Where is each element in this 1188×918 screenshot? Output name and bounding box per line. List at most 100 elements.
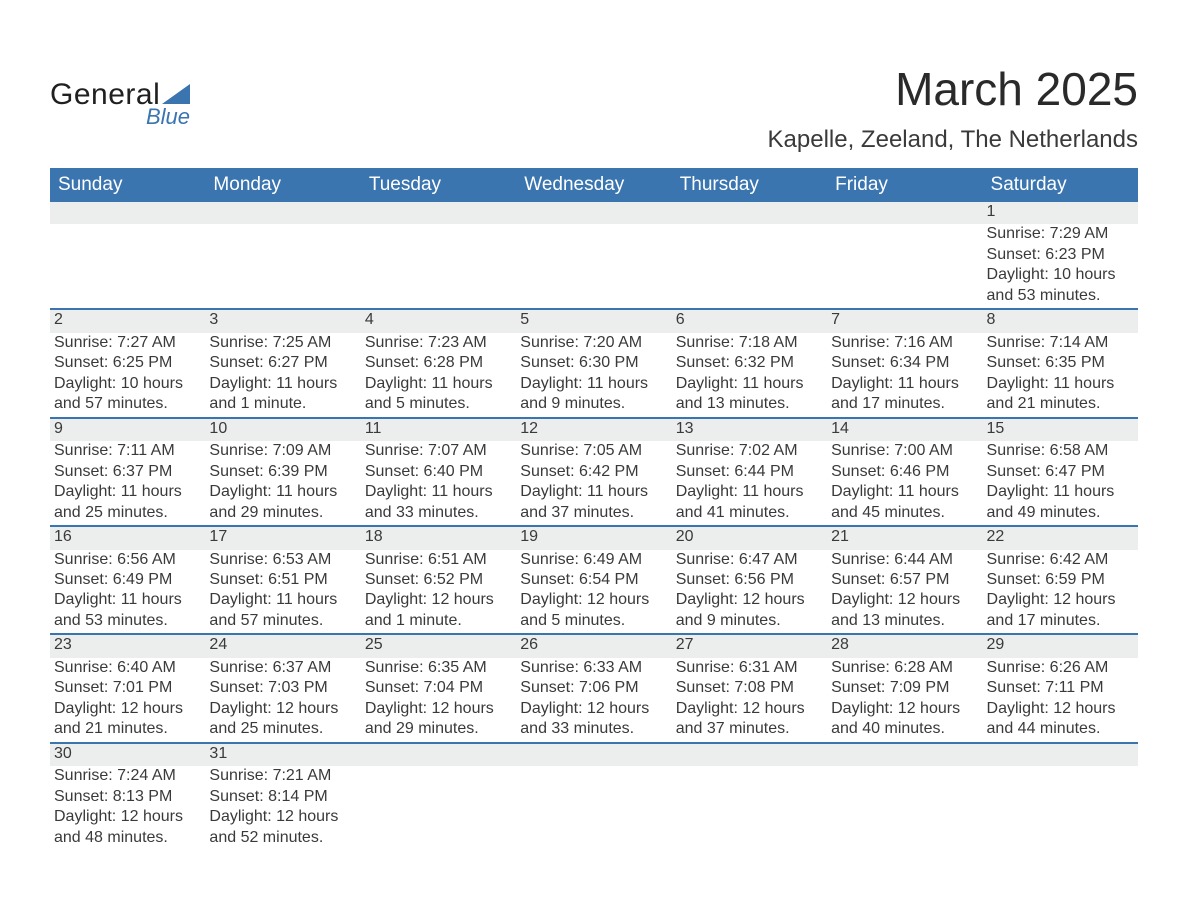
daylight-text: Daylight: 11 hours	[987, 374, 1134, 394]
day-number-row: 9101112131415	[50, 418, 1138, 441]
sunset-text: Sunset: 6:34 PM	[831, 353, 978, 373]
sunset-text: Sunset: 7:01 PM	[54, 678, 201, 698]
sunrise-text: Sunrise: 7:18 AM	[676, 333, 823, 353]
day-number: 20	[672, 526, 827, 549]
day-number-row: 3031	[50, 743, 1138, 766]
daylight-text: and 13 minutes.	[676, 394, 823, 414]
sunset-text: Sunset: 6:30 PM	[520, 353, 667, 373]
sunset-text: Sunset: 6:54 PM	[520, 570, 667, 590]
weekday-header: Thursday	[672, 168, 827, 202]
day-number: 18	[361, 526, 516, 549]
day-details: Sunrise: 7:18 AMSunset: 6:32 PMDaylight:…	[672, 333, 827, 418]
day-details-row: Sunrise: 7:29 AMSunset: 6:23 PMDaylight:…	[50, 224, 1138, 309]
daylight-text: and 33 minutes.	[365, 503, 512, 523]
day-details: Sunrise: 6:42 AMSunset: 6:59 PMDaylight:…	[983, 550, 1138, 635]
sunrise-text: Sunrise: 7:05 AM	[520, 441, 667, 461]
daylight-text: Daylight: 11 hours	[54, 590, 201, 610]
day-number: 12	[516, 418, 671, 441]
day-details: Sunrise: 7:11 AMSunset: 6:37 PMDaylight:…	[50, 441, 205, 526]
weekday-header: Friday	[827, 168, 982, 202]
sunrise-text: Sunrise: 6:47 AM	[676, 550, 823, 570]
day-details: Sunrise: 7:09 AMSunset: 6:39 PMDaylight:…	[205, 441, 360, 526]
day-details: Sunrise: 7:20 AMSunset: 6:30 PMDaylight:…	[516, 333, 671, 418]
sunset-text: Sunset: 7:04 PM	[365, 678, 512, 698]
daylight-text: and 48 minutes.	[54, 828, 201, 848]
weekday-header: Wednesday	[516, 168, 671, 202]
daylight-text: and 44 minutes.	[987, 719, 1134, 739]
sunset-text: Sunset: 6:46 PM	[831, 462, 978, 482]
daylight-text: Daylight: 10 hours	[987, 265, 1134, 285]
daylight-text: and 37 minutes.	[676, 719, 823, 739]
day-number	[827, 202, 982, 224]
day-details: Sunrise: 7:07 AMSunset: 6:40 PMDaylight:…	[361, 441, 516, 526]
daylight-text: Daylight: 12 hours	[209, 807, 356, 827]
day-details	[983, 766, 1138, 850]
sunset-text: Sunset: 6:32 PM	[676, 353, 823, 373]
daylight-text: Daylight: 12 hours	[365, 590, 512, 610]
day-number: 26	[516, 634, 671, 657]
daylight-text: and 49 minutes.	[987, 503, 1134, 523]
day-details: Sunrise: 6:47 AMSunset: 6:56 PMDaylight:…	[672, 550, 827, 635]
sunset-text: Sunset: 6:28 PM	[365, 353, 512, 373]
daylight-text: and 5 minutes.	[520, 611, 667, 631]
sunrise-text: Sunrise: 6:28 AM	[831, 658, 978, 678]
day-number: 25	[361, 634, 516, 657]
day-details	[516, 766, 671, 850]
daylight-text: Daylight: 11 hours	[987, 482, 1134, 502]
day-details-row: Sunrise: 6:40 AMSunset: 7:01 PMDaylight:…	[50, 658, 1138, 743]
day-number	[516, 743, 671, 766]
day-details	[672, 224, 827, 309]
day-number: 3	[205, 309, 360, 332]
day-details-row: Sunrise: 6:56 AMSunset: 6:49 PMDaylight:…	[50, 550, 1138, 635]
daylight-text: Daylight: 12 hours	[209, 699, 356, 719]
daylight-text: Daylight: 11 hours	[209, 374, 356, 394]
day-details	[50, 224, 205, 309]
sunrise-text: Sunrise: 6:42 AM	[987, 550, 1134, 570]
sunrise-text: Sunrise: 6:56 AM	[54, 550, 201, 570]
sunrise-text: Sunrise: 6:31 AM	[676, 658, 823, 678]
daylight-text: Daylight: 12 hours	[987, 699, 1134, 719]
daylight-text: and 57 minutes.	[54, 394, 201, 414]
daylight-text: and 57 minutes.	[209, 611, 356, 631]
daylight-text: Daylight: 12 hours	[520, 590, 667, 610]
day-number: 4	[361, 309, 516, 332]
day-number-row: 23242526272829	[50, 634, 1138, 657]
sunrise-text: Sunrise: 6:37 AM	[209, 658, 356, 678]
day-details-row: Sunrise: 7:24 AMSunset: 8:13 PMDaylight:…	[50, 766, 1138, 850]
daylight-text: Daylight: 11 hours	[209, 482, 356, 502]
day-details-row: Sunrise: 7:11 AMSunset: 6:37 PMDaylight:…	[50, 441, 1138, 526]
day-details: Sunrise: 7:05 AMSunset: 6:42 PMDaylight:…	[516, 441, 671, 526]
day-number: 31	[205, 743, 360, 766]
day-details: Sunrise: 7:24 AMSunset: 8:13 PMDaylight:…	[50, 766, 205, 850]
daylight-text: Daylight: 12 hours	[365, 699, 512, 719]
daylight-text: and 53 minutes.	[54, 611, 201, 631]
daylight-text: Daylight: 11 hours	[54, 482, 201, 502]
sunset-text: Sunset: 6:40 PM	[365, 462, 512, 482]
daylight-text: and 25 minutes.	[209, 719, 356, 739]
weekday-header: Monday	[205, 168, 360, 202]
header: General Blue March 2025 Kapelle, Zeeland…	[50, 56, 1138, 164]
day-details: Sunrise: 6:44 AMSunset: 6:57 PMDaylight:…	[827, 550, 982, 635]
day-number: 17	[205, 526, 360, 549]
day-number: 13	[672, 418, 827, 441]
sunset-text: Sunset: 6:35 PM	[987, 353, 1134, 373]
day-number	[672, 743, 827, 766]
sunset-text: Sunset: 6:52 PM	[365, 570, 512, 590]
day-number: 19	[516, 526, 671, 549]
weekday-header: Tuesday	[361, 168, 516, 202]
month-title: March 2025	[768, 62, 1138, 116]
logo-text-blue: Blue	[146, 104, 190, 130]
day-details: Sunrise: 6:58 AMSunset: 6:47 PMDaylight:…	[983, 441, 1138, 526]
daylight-text: and 41 minutes.	[676, 503, 823, 523]
sunrise-text: Sunrise: 7:02 AM	[676, 441, 823, 461]
daylight-text: Daylight: 11 hours	[831, 374, 978, 394]
daylight-text: and 52 minutes.	[209, 828, 356, 848]
sunrise-text: Sunrise: 6:49 AM	[520, 550, 667, 570]
sunrise-text: Sunrise: 6:33 AM	[520, 658, 667, 678]
day-number: 15	[983, 418, 1138, 441]
title-block: March 2025 Kapelle, Zeeland, The Netherl…	[768, 56, 1138, 164]
day-details	[672, 766, 827, 850]
daylight-text: and 29 minutes.	[209, 503, 356, 523]
sunset-text: Sunset: 6:23 PM	[987, 245, 1134, 265]
day-number	[827, 743, 982, 766]
